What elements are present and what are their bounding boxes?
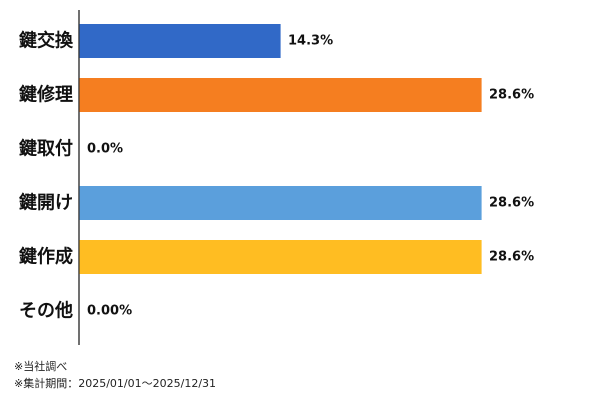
category-label: 鍵取付 bbox=[19, 138, 73, 160]
category-label: 鍵修理 bbox=[19, 84, 73, 106]
bar bbox=[79, 186, 482, 220]
value-label: 0.00% bbox=[87, 304, 132, 319]
value-label: 0.0% bbox=[87, 142, 123, 157]
period-note: ※集計期間：2025/01/01～2025/12/31 bbox=[14, 377, 217, 390]
value-label: 28.6% bbox=[489, 88, 534, 103]
bar bbox=[79, 78, 482, 112]
value-label: 28.6% bbox=[489, 196, 534, 211]
bar bbox=[79, 240, 482, 274]
bar bbox=[79, 24, 281, 58]
category-label: その他 bbox=[19, 300, 73, 322]
value-label: 28.6% bbox=[489, 250, 534, 265]
bar-chart: 鍵交換 14.3% 鍵修理 28.6% 鍵取付 0.0% 鍵開け 28.6% 鍵作成 28.6% そ… bbox=[19, 10, 534, 345]
category-label: 鍵作成 bbox=[19, 246, 73, 268]
source-note: ※当社調べ bbox=[14, 360, 68, 373]
category-label: 鍵交換 bbox=[19, 30, 74, 52]
category-label: 鍵開け bbox=[19, 192, 73, 214]
value-label: 14.3% bbox=[288, 34, 333, 49]
